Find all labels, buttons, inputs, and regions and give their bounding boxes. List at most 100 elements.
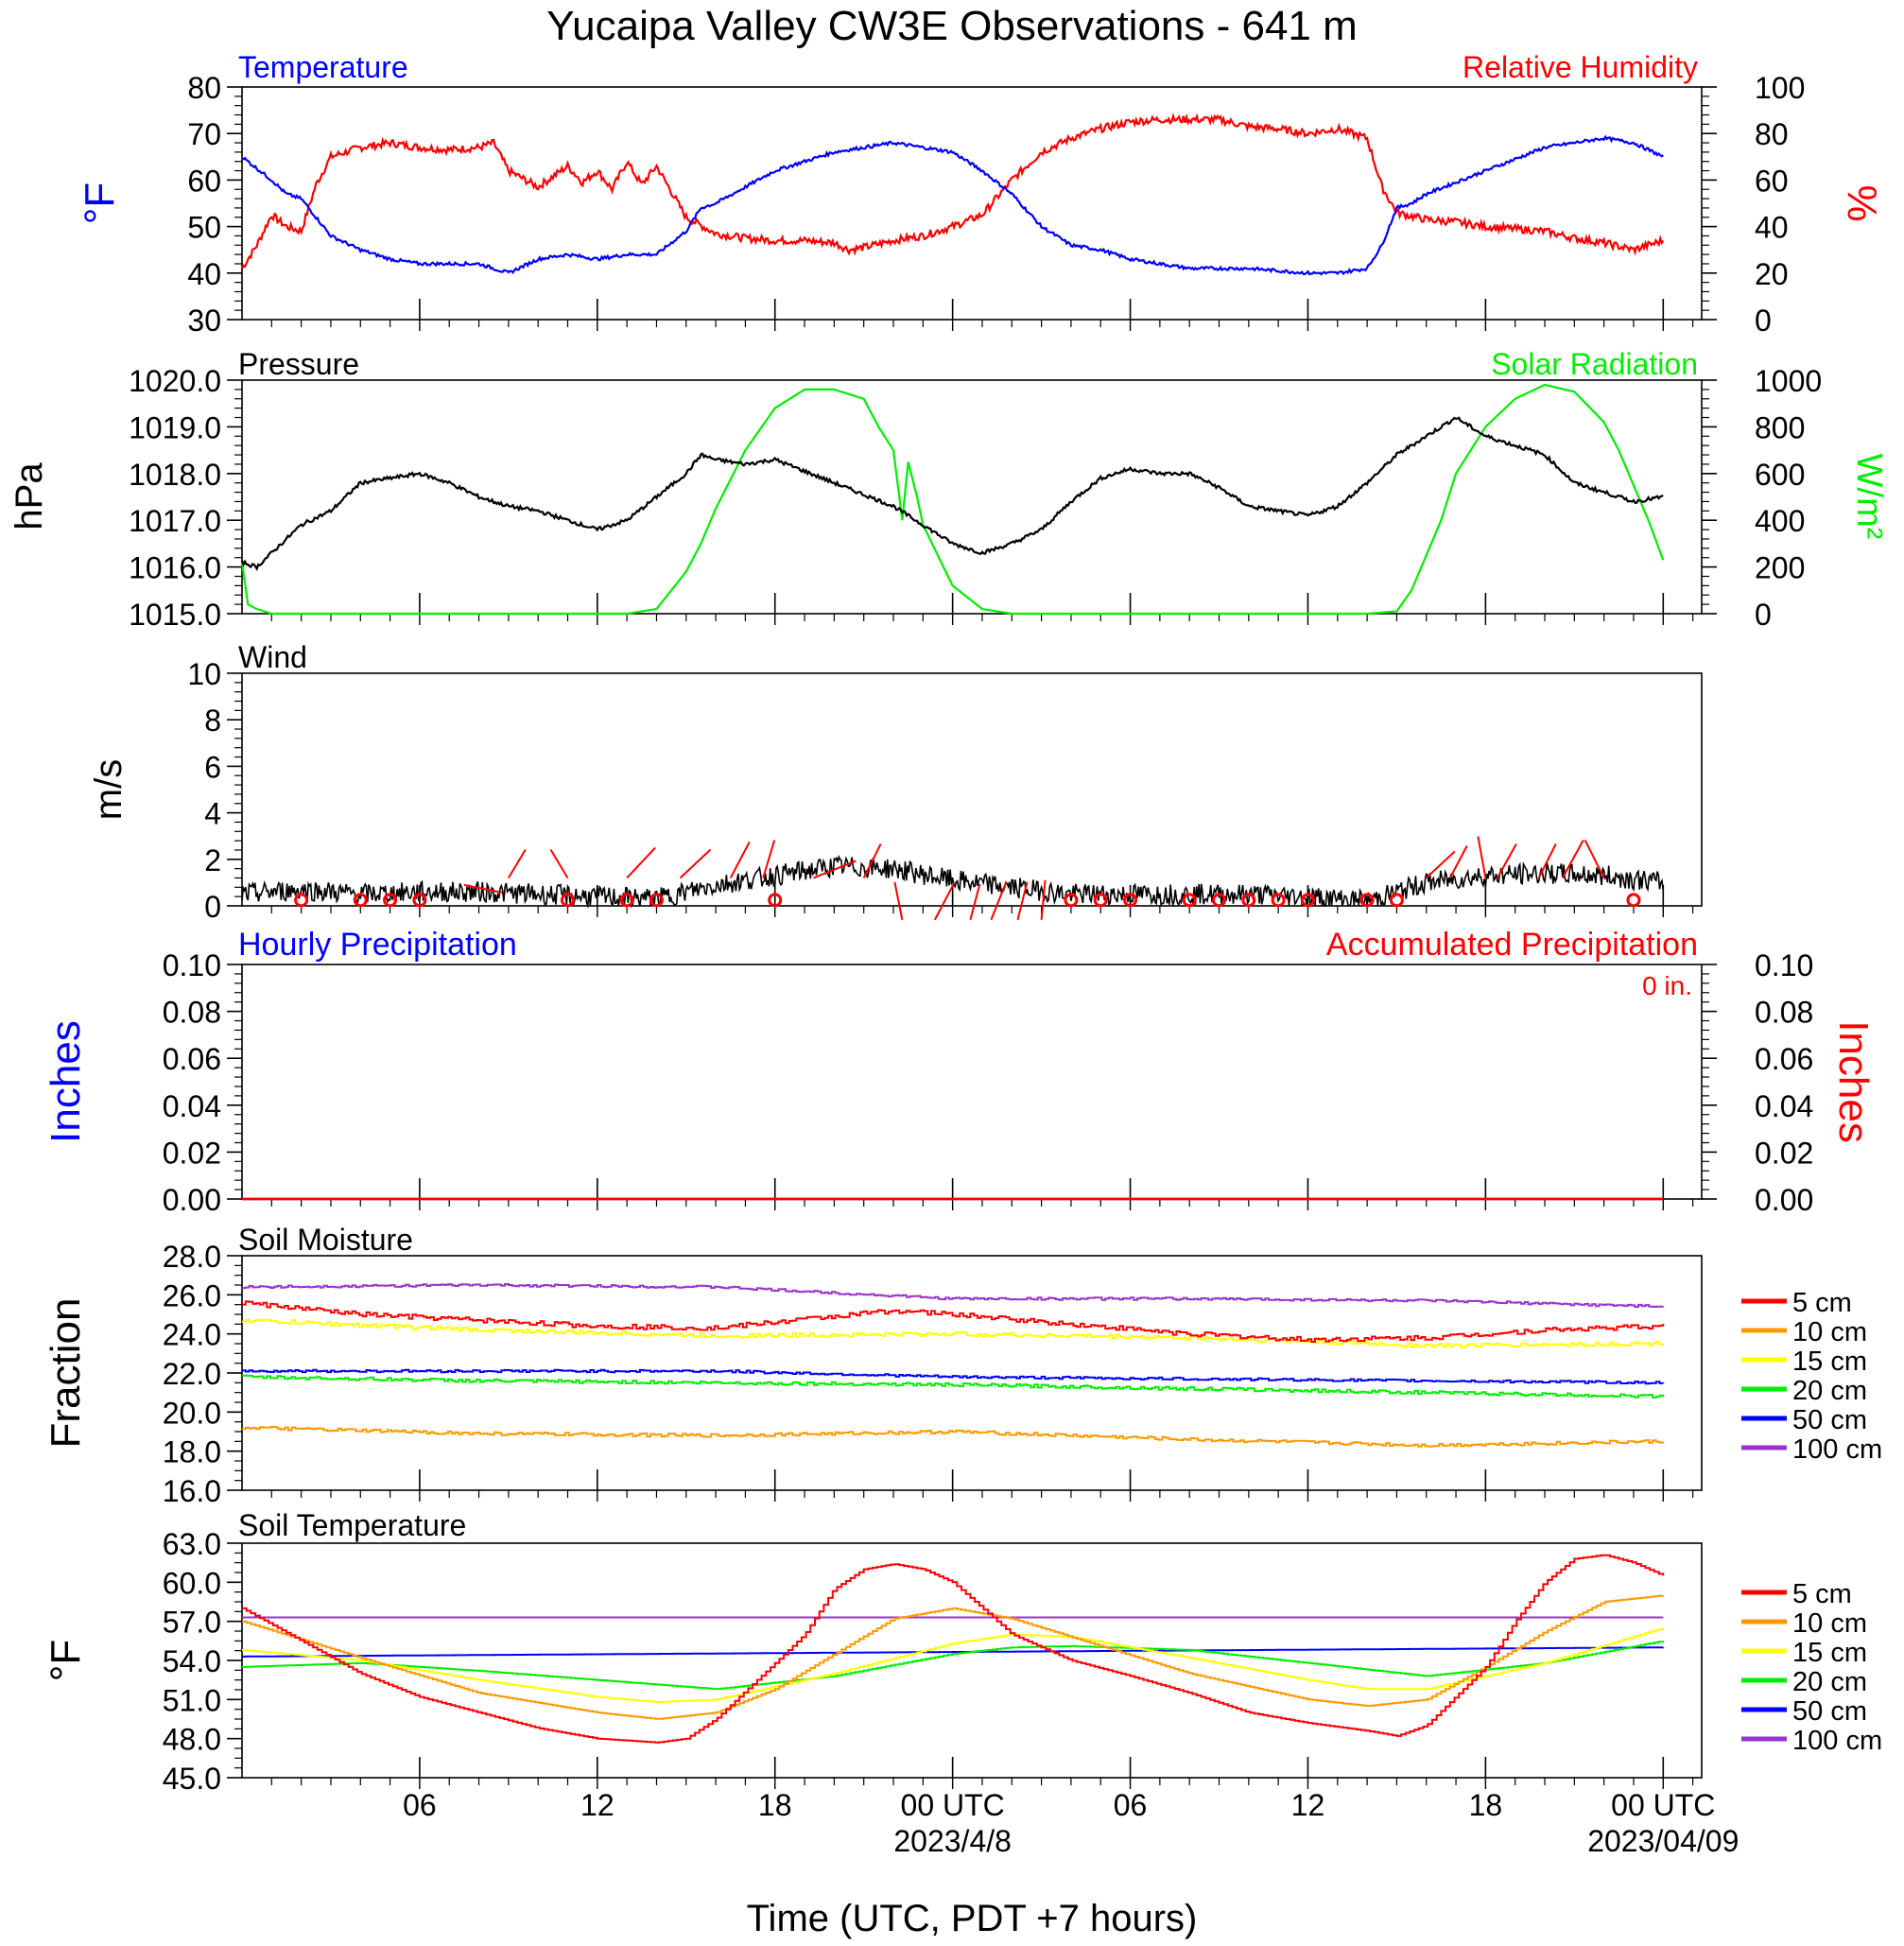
wind-barb [813,860,857,879]
y2-tick-label: 0.10 [1755,948,1813,982]
figure-title: Yucaipa Valley CW3E Observations - 641 m [546,3,1358,49]
wind-barb [1016,881,1029,921]
wind-unit: m/s [88,759,130,820]
wind-barb [1040,879,1047,920]
soil-temp-series [242,1554,1665,1744]
y-tick-label: 28.0 [163,1240,221,1274]
y-tick-label: 60 [187,164,221,198]
wind-barb [729,842,751,878]
y2-tick-label: 1000 [1755,364,1822,398]
legend-label: 5 cm [1792,1288,1852,1318]
wind-calm-marker [768,893,783,908]
y-tick-label: 18.0 [163,1435,221,1469]
legend-label: 100 cm [1792,1726,1882,1756]
y-tick-label: 10 [187,657,221,691]
solar-label: Solar Radiation [1491,347,1698,381]
y-tick-label: 6 [204,750,221,784]
y2-tick-label: 20 [1755,257,1789,291]
x-date-label: 2023/04/09 [1587,1824,1739,1858]
y-tick-label: 50 [187,211,221,245]
y-tick-label: 0.04 [163,1089,221,1123]
y-tick-label: 48.0 [163,1723,221,1757]
solar-radiation-line [240,383,1665,616]
hourly-precip-unit: Inches [43,1020,89,1143]
legend-label: 100 cm [1792,1434,1882,1465]
legend-label: 5 cm [1792,1579,1852,1609]
y-tick-label: 0.00 [163,1183,221,1217]
y2-tick-label: 0.04 [1755,1089,1813,1123]
soil-temp-label: Soil Temperature [238,1508,466,1542]
soil-temp-frame [241,1542,1703,1779]
wind-label: Wind [238,640,307,674]
wind-barb [1426,850,1456,879]
precip-ticks: 0.10 0.10 0.08 0.08 0.06 0.06 0.04 0.04 0.02 0.02… [163,948,1814,1217]
wind-series [241,836,1665,921]
wind-barb [679,848,712,879]
y2-tick-label: 60 [1755,164,1789,198]
x-axis-title: Time (UTC, PDT +7 hours) [747,1898,1198,1939]
x-tick-label: 18 [758,1788,792,1822]
soil-moisture-unit: Fraction [43,1298,89,1449]
y-tick-label: 1018.0 [129,458,221,492]
y-tick-label: 0 [204,890,221,924]
wind-barb [893,881,904,920]
soil-moisture-ticks: 28.0 26.0 24.0 22.0 20.0 18.0 16.0 [163,1240,1694,1508]
wind-calm-marker [649,893,664,908]
soil-temp-ticks: 63.0 60.0 57.0 54.0 51.0 48.0 45.0 [163,1527,1694,1796]
wind-calm-marker [1389,893,1404,908]
y-tick-label: 70 [187,117,221,151]
pressure-line [240,416,1664,572]
y2-tick-label: 0.00 [1755,1183,1813,1217]
wind-calm-marker [1271,893,1286,908]
y-tick-label: 24.0 [163,1318,221,1352]
x-tick-label: 18 [1469,1788,1503,1822]
y-tick-label: 30 [187,304,221,338]
relative-humidity-line [241,113,1665,269]
wind-ticks: 10 8 6 4 2 0 [187,657,1694,924]
y2-tick-label: 400 [1755,504,1805,538]
soil-moisture-line [242,1368,1665,1385]
wind-barb [1497,843,1517,878]
wind-calm-marker [383,893,398,908]
wind-calm-marker [1241,893,1256,908]
y2-tick-label: 0.08 [1755,996,1813,1030]
pressure-label: Pressure [238,347,359,381]
y-tick-label: 4 [204,797,221,831]
y2-tick-label: 40 [1755,211,1789,245]
wind-calm-marker [1626,893,1641,908]
soil-temp-line [242,1641,1665,1691]
y2-tick-label: 100 [1755,71,1805,105]
wind-calm-marker [619,893,634,908]
wind-barb [1584,840,1605,878]
wind-barb [1477,836,1487,878]
pressure-solar-ticks: 1020.0 1000 1019.0 800 1018.0 600 1017.0 400 101… [129,364,1822,632]
soil-temp-line [242,1594,1665,1720]
wind-barb [862,843,882,878]
pressure-solar-frame [241,379,1703,615]
wind-speed-line [241,854,1665,909]
pressure-unit: hPa [9,462,50,530]
accum-precip-label: Accumulated Precipitation [1326,927,1698,963]
y-tick-label: 63.0 [163,1527,221,1561]
y-tick-label: 1017.0 [129,504,221,538]
y2-tick-label: 0.06 [1755,1042,1813,1076]
wind-barb [933,883,955,921]
wind-barb [1561,839,1584,878]
pressure-solar-series [240,383,1665,616]
soil-moisture-line [242,1426,1665,1448]
wind-calm-marker [561,893,576,908]
wind-calm-marker [1093,893,1108,908]
y-tick-label: 20.0 [163,1396,221,1430]
soil-moisture-series [242,1283,1665,1448]
y-tick-label: 0.08 [163,996,221,1030]
soil-moisture-line [242,1318,1665,1348]
y-tick-label: 0.06 [163,1042,221,1076]
y-tick-label: 57.0 [163,1606,221,1640]
y-tick-label: 16.0 [163,1474,221,1508]
x-date-label: 2023/4/8 [893,1824,1012,1858]
wind-barb [508,848,527,878]
wind-frame [241,672,1703,907]
